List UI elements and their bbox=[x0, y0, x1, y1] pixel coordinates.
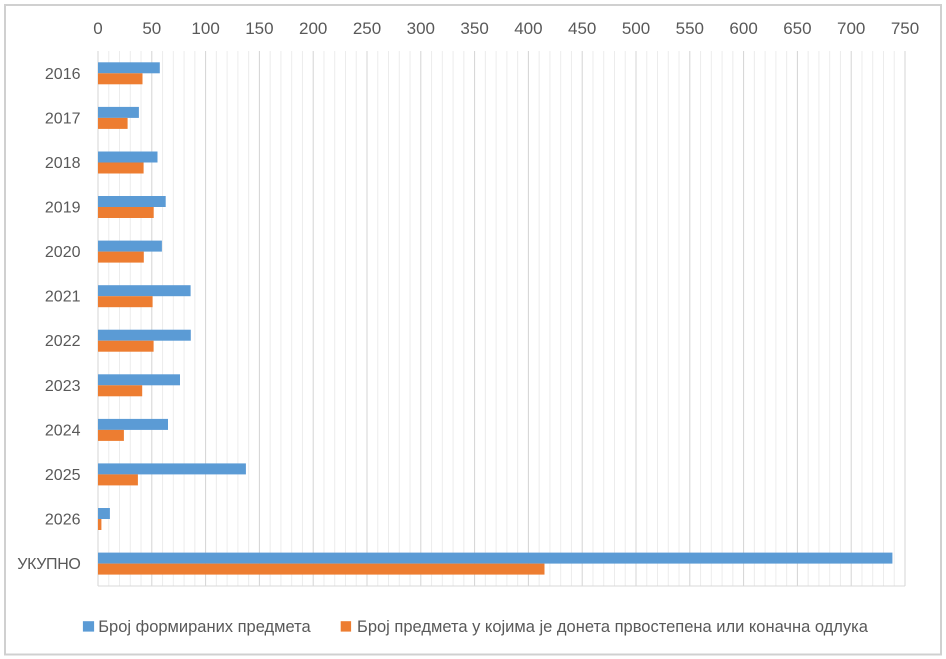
svg-text:500: 500 bbox=[622, 19, 650, 38]
svg-text:400: 400 bbox=[514, 19, 542, 38]
svg-text:750: 750 bbox=[891, 19, 919, 38]
svg-text:2016: 2016 bbox=[45, 66, 81, 83]
svg-text:250: 250 bbox=[353, 19, 381, 38]
svg-text:300: 300 bbox=[407, 19, 435, 38]
svg-text:200: 200 bbox=[299, 19, 327, 38]
svg-text:2021: 2021 bbox=[45, 289, 81, 306]
svg-text:2022: 2022 bbox=[45, 333, 81, 350]
svg-text:650: 650 bbox=[783, 19, 811, 38]
svg-text:550: 550 bbox=[676, 19, 704, 38]
svg-text:0: 0 bbox=[93, 19, 102, 38]
svg-text:2026: 2026 bbox=[45, 512, 81, 529]
svg-text:Број формираних предмета: Број формираних предмета bbox=[98, 618, 311, 636]
svg-text:2025: 2025 bbox=[45, 467, 81, 484]
svg-text:Број предмета у којима је доне: Број предмета у којима је донета првосте… bbox=[357, 618, 869, 636]
svg-text:700: 700 bbox=[837, 19, 865, 38]
svg-text:2017: 2017 bbox=[45, 110, 81, 127]
svg-text:150: 150 bbox=[245, 19, 273, 38]
svg-text:50: 50 bbox=[142, 19, 161, 38]
svg-text:2023: 2023 bbox=[45, 378, 81, 395]
svg-text:350: 350 bbox=[460, 19, 488, 38]
svg-text:2018: 2018 bbox=[45, 155, 81, 172]
svg-text:2019: 2019 bbox=[45, 200, 81, 217]
svg-text:450: 450 bbox=[568, 19, 596, 38]
svg-text:600: 600 bbox=[729, 19, 757, 38]
svg-text:2020: 2020 bbox=[45, 244, 81, 261]
svg-text:2024: 2024 bbox=[45, 422, 81, 439]
svg-text:УКУПНО: УКУПНО bbox=[17, 556, 80, 573]
svg-text:100: 100 bbox=[191, 19, 219, 38]
